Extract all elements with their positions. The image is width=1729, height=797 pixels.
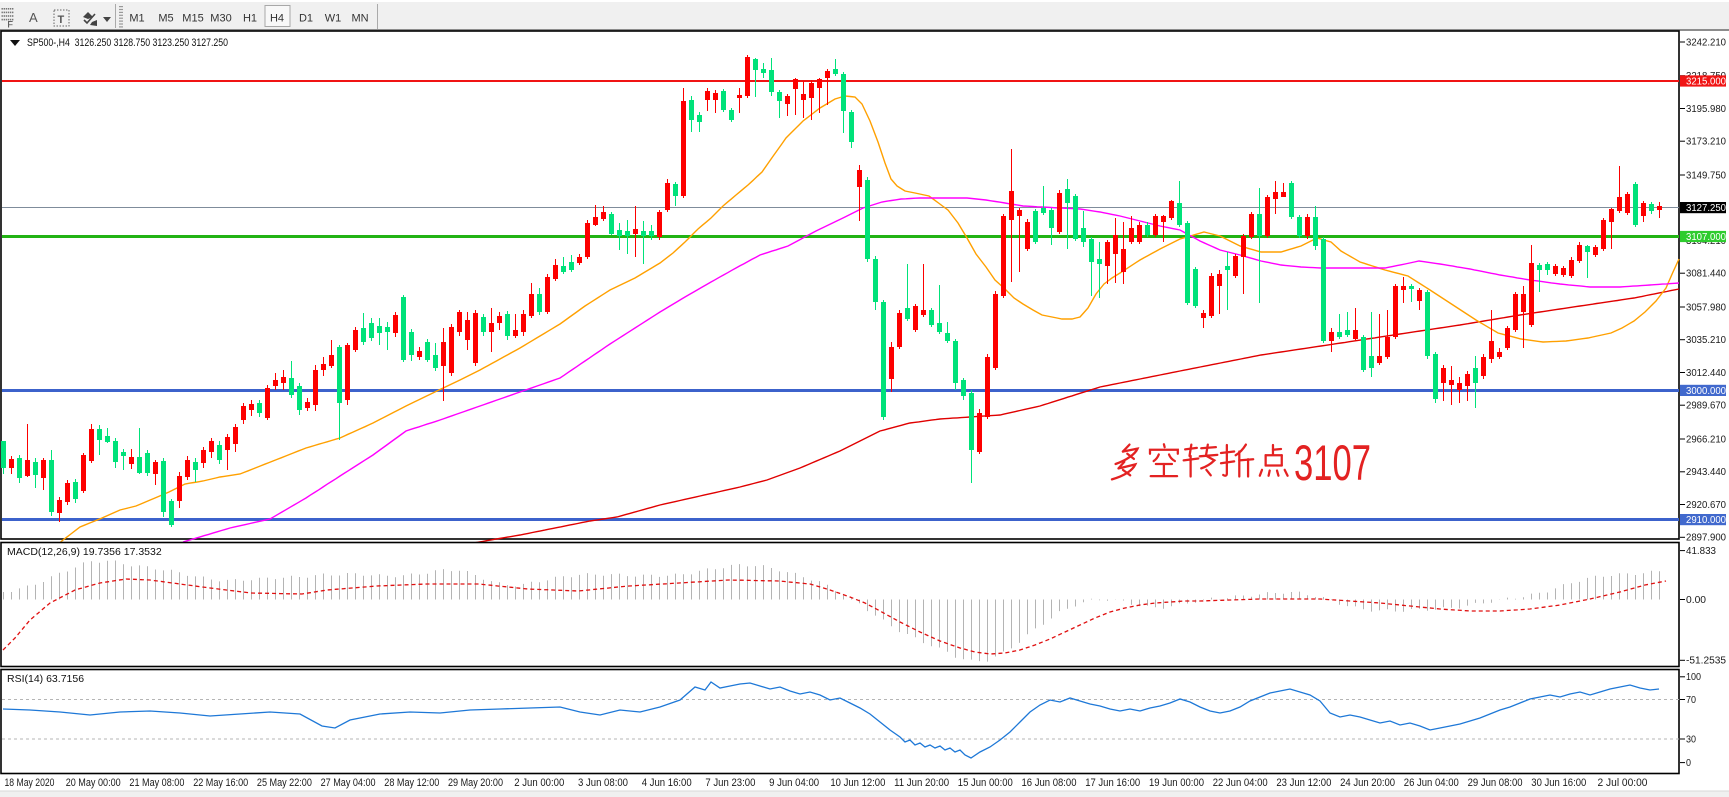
svg-text:2920.670: 2920.670 — [1686, 500, 1726, 511]
svg-text:22 May 16:00: 22 May 16:00 — [193, 777, 248, 789]
svg-text:3057.980: 3057.980 — [1686, 302, 1726, 313]
svg-text:3215.000: 3215.000 — [1686, 76, 1726, 87]
svg-text:70: 70 — [1686, 695, 1696, 706]
svg-text:22 Jun 04:00: 22 Jun 04:00 — [1213, 777, 1268, 789]
svg-text:9 Jun 04:00: 9 Jun 04:00 — [769, 777, 819, 789]
svg-text:3127.250: 3127.250 — [1686, 203, 1726, 214]
svg-text:2 Jun 00:00: 2 Jun 00:00 — [514, 777, 564, 789]
svg-text:3 Jun 08:00: 3 Jun 08:00 — [578, 777, 628, 789]
svg-text:2 Jul 00:00: 2 Jul 00:00 — [1598, 777, 1648, 789]
svg-text:M1: M1 — [129, 13, 144, 25]
svg-text:2943.440: 2943.440 — [1686, 467, 1726, 478]
svg-text:3081.440: 3081.440 — [1686, 269, 1726, 280]
svg-text:3173.210: 3173.210 — [1686, 137, 1726, 148]
svg-text:0: 0 — [1686, 758, 1691, 769]
svg-text:MACD(12,26,9) 19.7356 17.3532: MACD(12,26,9) 19.7356 17.3532 — [7, 546, 162, 558]
svg-text:18 May 2020: 18 May 2020 — [5, 777, 55, 789]
svg-text:2966.210: 2966.210 — [1686, 434, 1726, 445]
svg-text:3000.000: 3000.000 — [1686, 386, 1726, 397]
svg-text:M5: M5 — [158, 13, 173, 25]
svg-text:27 May 04:00: 27 May 04:00 — [321, 777, 376, 789]
svg-text:H4: H4 — [270, 13, 284, 25]
svg-text:20 May 00:00: 20 May 00:00 — [66, 777, 121, 789]
svg-text:41.833: 41.833 — [1686, 546, 1716, 557]
svg-text:MN: MN — [351, 13, 368, 25]
svg-text:30 Jun 16:00: 30 Jun 16:00 — [1531, 777, 1586, 789]
svg-text:0.00: 0.00 — [1686, 595, 1706, 606]
svg-text:-51.2535: -51.2535 — [1686, 656, 1726, 667]
svg-text:W1: W1 — [325, 13, 342, 25]
svg-text:28 May 12:00: 28 May 12:00 — [384, 777, 439, 789]
svg-text:3035.210: 3035.210 — [1686, 335, 1726, 346]
svg-text:RSI(14) 63.7156: RSI(14) 63.7156 — [7, 673, 84, 685]
svg-text:21 May 08:00: 21 May 08:00 — [129, 777, 184, 789]
svg-text:M15: M15 — [182, 13, 203, 25]
svg-text:19 Jun 00:00: 19 Jun 00:00 — [1149, 777, 1204, 789]
svg-text:7 Jun 23:00: 7 Jun 23:00 — [705, 777, 755, 789]
svg-text:D1: D1 — [299, 13, 313, 25]
svg-text:3242.210: 3242.210 — [1686, 37, 1726, 48]
svg-text:16 Jun 08:00: 16 Jun 08:00 — [1022, 777, 1077, 789]
svg-text:29 May 20:00: 29 May 20:00 — [448, 777, 503, 789]
svg-text:26 Jun 04:00: 26 Jun 04:00 — [1404, 777, 1459, 789]
svg-text:3107: 3107 — [1294, 435, 1371, 491]
svg-text:3107.000: 3107.000 — [1686, 232, 1726, 243]
svg-text:M30: M30 — [210, 13, 231, 25]
svg-text:25 May 22:00: 25 May 22:00 — [257, 777, 312, 789]
svg-text:100: 100 — [1686, 672, 1701, 683]
svg-text:10 Jun 12:00: 10 Jun 12:00 — [830, 777, 885, 789]
svg-text:3149.750: 3149.750 — [1686, 170, 1726, 181]
svg-text:17 Jun 16:00: 17 Jun 16:00 — [1085, 777, 1140, 789]
svg-text:F: F — [8, 20, 14, 30]
svg-text:3012.440: 3012.440 — [1686, 368, 1726, 379]
svg-text:4 Jun 16:00: 4 Jun 16:00 — [642, 777, 692, 789]
svg-text:A: A — [29, 10, 38, 25]
svg-text:2910.000: 2910.000 — [1686, 515, 1726, 526]
svg-text:29 Jun 08:00: 29 Jun 08:00 — [1468, 777, 1523, 789]
svg-text:2897.900: 2897.900 — [1686, 533, 1726, 544]
svg-text:2989.670: 2989.670 — [1686, 401, 1726, 412]
svg-text:SP500-,H4 3126.250 3128.750 3: SP500-,H4 3126.250 3128.750 3123.250 312… — [27, 37, 228, 49]
svg-text:15 Jun 00:00: 15 Jun 00:00 — [958, 777, 1013, 789]
svg-text:H1: H1 — [243, 13, 257, 25]
svg-text:T: T — [58, 14, 65, 26]
svg-text:30: 30 — [1686, 734, 1696, 745]
svg-text:3195.980: 3195.980 — [1686, 104, 1726, 115]
svg-text:23 Jun 12:00: 23 Jun 12:00 — [1276, 777, 1331, 789]
svg-text:24 Jun 20:00: 24 Jun 20:00 — [1340, 777, 1395, 789]
svg-text:11 Jun 20:00: 11 Jun 20:00 — [894, 777, 949, 789]
